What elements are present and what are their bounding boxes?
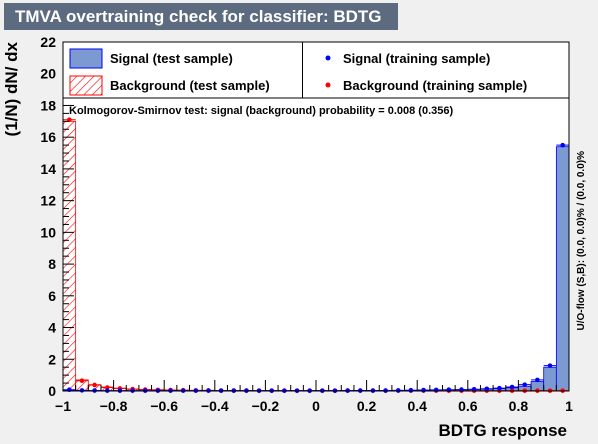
overflow-text: U/O-flow (S,B): (0.0, 0.0)% / (0.0, 0.0)…: [576, 151, 587, 331]
signal-train-point-dot: [522, 382, 528, 387]
x-tick-label: −0.6: [150, 398, 178, 414]
legend-background-train-marker: [325, 82, 331, 88]
background-train-point-dot: [104, 385, 110, 390]
x-tick-label: −0.8: [100, 398, 128, 414]
signal-train-point-dot: [471, 386, 477, 392]
y-tick-label: 20: [40, 66, 56, 82]
x-tick-label: 1: [565, 398, 573, 414]
signal-train-point-dot: [421, 387, 426, 393]
x-tick-label: −1: [55, 398, 71, 414]
signal-train-point: [493, 385, 506, 391]
y-tick-label: 0: [48, 383, 56, 399]
legend-signal-train-marker: [325, 55, 331, 61]
ks-test-text: Kolmogorov-Smirnov test: signal (backgro…: [69, 105, 453, 117]
signal-train-point-dot: [509, 384, 515, 390]
x-tick-label: 0.8: [509, 398, 529, 414]
signal-train-point-dot: [484, 386, 490, 392]
legend-background-train-label: Background (training sample): [343, 78, 527, 93]
background-train-point: [88, 382, 101, 388]
x-tick-label: −0.4: [201, 398, 229, 414]
y-tick-label: 10: [40, 224, 56, 240]
background-train-point: [100, 385, 114, 390]
legend-divider: [302, 42, 303, 98]
signal-train-point: [480, 386, 494, 392]
signal-train-point-dot: [79, 388, 85, 393]
x-axis-title: BDTG response: [439, 421, 567, 440]
signal-train-point: [391, 388, 405, 393]
signal-train-point-dot: [497, 385, 502, 391]
background-train-point-dot: [79, 378, 85, 383]
x-tick-label: −0.2: [252, 398, 280, 414]
signal-test-bar: [543, 366, 557, 392]
legend-box: [62, 41, 570, 99]
legend-signal-train-label: Signal (training sample): [343, 51, 490, 66]
signal-train-point: [467, 386, 481, 392]
signal-train-point-dot: [535, 377, 540, 383]
y-tick-label: 14: [40, 161, 56, 177]
signal-train-point: [518, 382, 532, 387]
signal-train-point-dot: [395, 388, 401, 393]
background-train-point-dot: [92, 382, 97, 388]
y-tick-label: 12: [40, 193, 56, 209]
x-tick-label: 0: [312, 398, 320, 414]
y-tick-label: 22: [40, 34, 56, 50]
x-tick-labels: −1 −0.8 −0.6 −0.4 −0.2 0 0.2 0.4 0.6 0.8 1: [55, 398, 573, 414]
y-tick-label: 2: [48, 351, 56, 367]
y-tick-label: 6: [48, 288, 56, 304]
signal-train-point-dot: [547, 363, 553, 368]
signal-test-bar: [555, 146, 570, 392]
x-tick-label: 0.6: [458, 398, 478, 414]
signal-train-point: [531, 377, 544, 383]
legend-signal-test-label: Signal (test sample): [110, 51, 233, 66]
signal-train-point: [75, 388, 89, 393]
signal-train-point-dot: [560, 142, 565, 148]
y-tick-label: 4: [48, 320, 56, 336]
background-train-point: [75, 378, 89, 383]
legend: Signal (test sample) Background (test sa…: [62, 41, 570, 99]
y-tick-label: 8: [48, 256, 56, 272]
x-tick-label: 0.2: [357, 398, 377, 414]
y-tick-label: 18: [40, 97, 56, 113]
y-axis-title: (1/N) dN/ dx: [2, 41, 21, 136]
legend-background-test-label: Background (test sample): [110, 78, 270, 93]
chart-title: TMVA overtraining check for classifier: …: [4, 3, 398, 30]
signal-train-point: [556, 142, 569, 148]
legend-signal-test-swatch: [69, 48, 103, 69]
y-tick-label: 16: [40, 129, 56, 145]
signal-train-point: [543, 363, 557, 368]
x-tick-label: 0.4: [407, 398, 427, 414]
signal-train-point-dot: [408, 387, 414, 393]
y-tick-labels: 0 2 4 6 8 10 12 14 16 18 20 22: [40, 34, 56, 399]
signal-train-point: [505, 384, 519, 390]
legend-background-test-swatch: [69, 75, 103, 96]
plot-frame-bg: [63, 42, 569, 391]
